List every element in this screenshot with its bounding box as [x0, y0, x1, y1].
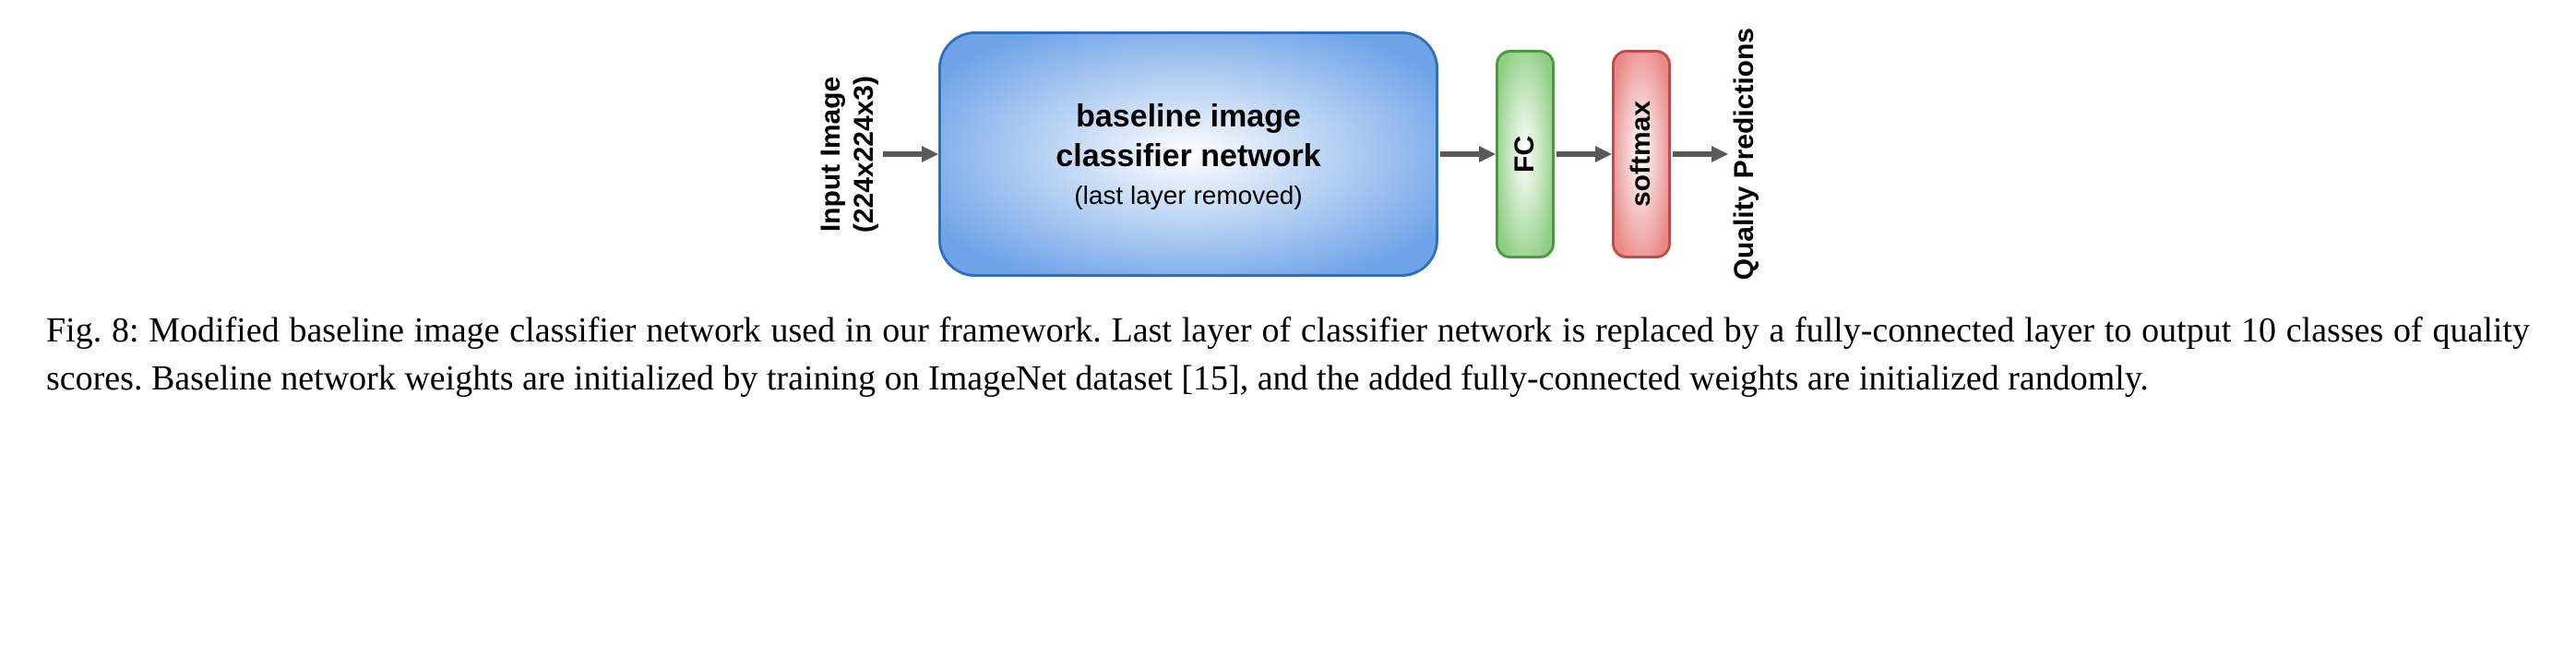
fc-label: FC	[1509, 136, 1541, 173]
architecture-diagram: Input Image (224x224x3) baseline image c…	[46, 28, 2530, 280]
caption-prefix: Fig. 8:	[46, 311, 149, 350]
input-label-line2: (224x224x3)	[849, 76, 879, 233]
arrow-4	[1671, 140, 1728, 168]
baseline-title: baseline image classifier network	[1055, 97, 1320, 175]
input-label: Input Image (224x224x3)	[815, 76, 881, 233]
baseline-title-line1: baseline image	[1076, 99, 1301, 134]
caption-text: Modified baseline image classifier netwo…	[46, 311, 2530, 397]
arrow-2	[1438, 140, 1496, 168]
softmax-block: softmax	[1612, 50, 1671, 258]
arrow-1	[881, 140, 938, 168]
input-label-line1: Input Image	[816, 77, 846, 232]
baseline-title-line2: classifier network	[1055, 138, 1320, 173]
fc-block: FC	[1496, 50, 1555, 258]
softmax-label: softmax	[1626, 101, 1657, 207]
baseline-subtitle: (last layer removed)	[1074, 181, 1302, 210]
baseline-classifier-block: baseline image classifier network (last …	[938, 31, 1438, 277]
figure-caption: Fig. 8: Modified baseline image classifi…	[46, 307, 2530, 402]
output-label: Quality Predictions	[1728, 28, 1761, 280]
arrow-3	[1555, 140, 1612, 168]
